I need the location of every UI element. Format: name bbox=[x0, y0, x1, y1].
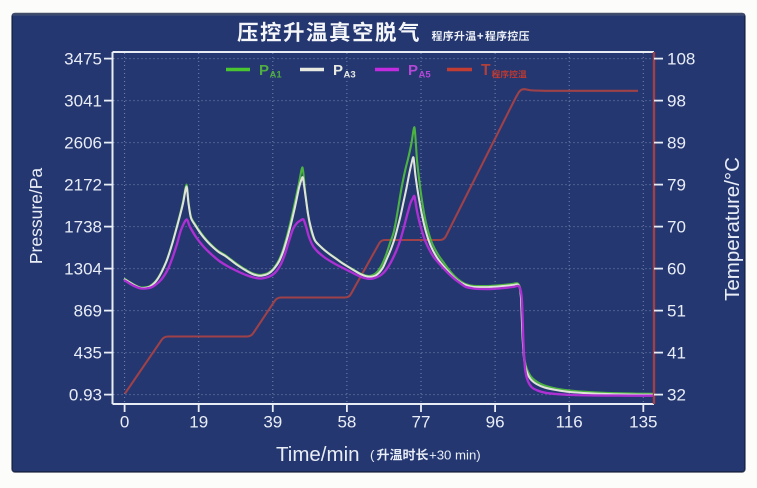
svg-text:+30 min): +30 min) bbox=[429, 448, 481, 463]
svg-text:Pressure/Pa: Pressure/Pa bbox=[26, 168, 46, 265]
svg-text:1738: 1738 bbox=[64, 217, 102, 236]
svg-text:T: T bbox=[481, 62, 491, 79]
svg-text:A5: A5 bbox=[419, 70, 432, 81]
svg-text:(: ( bbox=[370, 448, 375, 463]
svg-text:41: 41 bbox=[667, 343, 686, 362]
svg-text:58: 58 bbox=[337, 413, 356, 432]
svg-text:79: 79 bbox=[667, 175, 686, 194]
svg-text:Time/min: Time/min bbox=[276, 443, 360, 466]
svg-text:P: P bbox=[408, 62, 418, 79]
svg-text:39: 39 bbox=[263, 413, 282, 432]
svg-text:108: 108 bbox=[667, 49, 695, 68]
svg-text:60: 60 bbox=[667, 259, 686, 278]
svg-text:116: 116 bbox=[556, 413, 583, 432]
svg-text:0: 0 bbox=[120, 413, 129, 432]
svg-text:77: 77 bbox=[412, 413, 431, 432]
svg-text:A1: A1 bbox=[270, 70, 283, 81]
svg-text:Temperature/°C: Temperature/°C bbox=[721, 157, 744, 301]
svg-text:2606: 2606 bbox=[64, 133, 102, 152]
svg-text:98: 98 bbox=[667, 91, 686, 110]
svg-text:3041: 3041 bbox=[64, 91, 102, 110]
svg-text:51: 51 bbox=[667, 301, 686, 320]
svg-text:2172: 2172 bbox=[64, 175, 102, 194]
svg-text:+: + bbox=[477, 31, 484, 43]
svg-text:P: P bbox=[259, 62, 269, 79]
svg-text:A3: A3 bbox=[344, 70, 356, 81]
svg-text:0.93: 0.93 bbox=[69, 385, 102, 404]
svg-text:P: P bbox=[333, 62, 343, 79]
svg-text:32: 32 bbox=[667, 385, 686, 404]
svg-text:435: 435 bbox=[74, 343, 102, 362]
svg-text:3475: 3475 bbox=[64, 49, 102, 68]
svg-text:135: 135 bbox=[629, 413, 657, 432]
svg-text:1304: 1304 bbox=[64, 259, 102, 278]
svg-text:19: 19 bbox=[189, 413, 208, 432]
svg-text:869: 869 bbox=[74, 301, 102, 320]
svg-text:96: 96 bbox=[486, 413, 505, 432]
svg-text:89: 89 bbox=[667, 133, 686, 152]
svg-text:70: 70 bbox=[667, 217, 686, 236]
